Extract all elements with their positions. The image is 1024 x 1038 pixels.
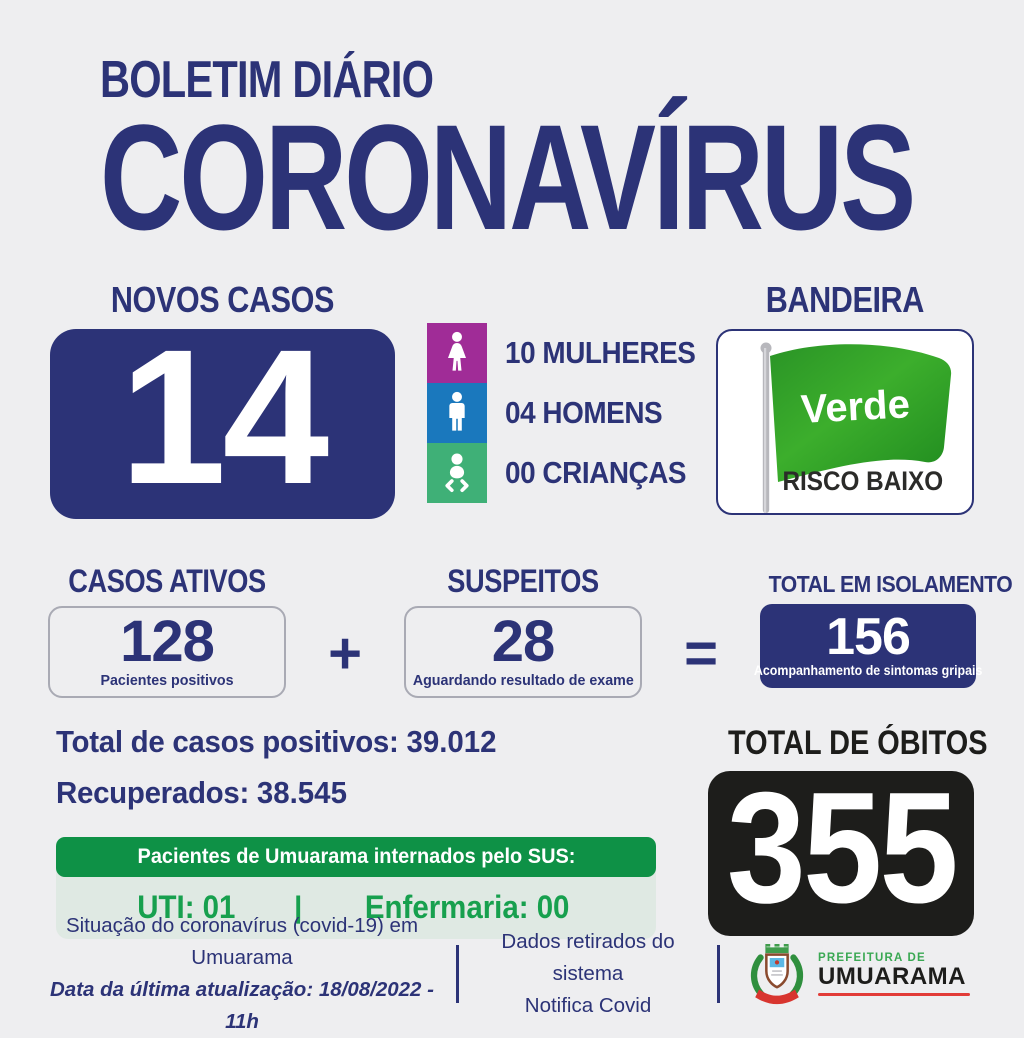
stats-equation-row: CASOS ATIVOS 128 Pacientes positivos + S…: [48, 563, 1013, 698]
active-cases-heading: CASOS ATIVOS: [68, 562, 266, 599]
coat-of-arms-icon: [750, 943, 804, 1005]
flag-text: Verde: [800, 382, 911, 432]
new-cases-section: NOVOS CASOS 14: [50, 279, 395, 519]
total-positive-value: 39.012: [406, 723, 497, 759]
page-title: CORONAVÍRUS: [100, 93, 916, 261]
bulletin-subtitle: BOLETIM DIÁRIO: [100, 51, 434, 109]
active-cases-box: 128 Pacientes positivos: [48, 605, 286, 698]
deaths-value: 355: [726, 760, 958, 936]
women-count-label: 10 MULHERES: [504, 334, 696, 370]
footer-divider-right: [717, 945, 720, 1003]
sus-hospitalized-box: UTI: 01 | Enfermaria: 00 Pacientes de Um…: [56, 836, 656, 939]
baby-icon: [426, 442, 487, 503]
bandeira-section: BANDEIRA Verde RISCO BAIXO: [716, 279, 974, 515]
men-count-label: 04 HOMENS: [504, 394, 663, 430]
list-item-children: 00 CRIANÇAS: [426, 442, 717, 503]
suspect-cases-heading: SUSPEITOS: [447, 562, 599, 599]
total-positive-line: Total de casos positivos: 39.012: [56, 724, 626, 760]
isolation-section: TOTAL EM ISOLAMENTO 156 Acompanhamento d…: [754, 563, 1013, 688]
suspect-cases-box: 28 Aguardando resultado de exame: [404, 605, 642, 698]
bandeira-heading: BANDEIRA: [766, 278, 925, 320]
new-cases-box: 14: [50, 308, 395, 524]
totals-section: Total de casos positivos: 39.012 Recuper…: [56, 724, 656, 939]
footer-source-line2: Notifica Covid: [524, 993, 652, 1017]
isolation-caption: Acompanhamento de sintomas gripais: [753, 663, 983, 678]
man-icon: [426, 382, 487, 443]
active-cases-section: CASOS ATIVOS 128 Pacientes positivos: [48, 563, 286, 698]
deaths-section: TOTAL DE ÓBITOS 355: [708, 723, 988, 936]
uti-count: UTI: 01: [137, 889, 236, 925]
footer-situation: Situação do coronavírus (covid-19) em Um…: [38, 910, 446, 1037]
totals-row: Total de casos positivos: 39.012 Recuper…: [56, 723, 988, 939]
green-flag-icon: Verde: [760, 342, 952, 513]
suspect-cases-section: SUSPEITOS 28 Aguardando resultado de exa…: [404, 563, 642, 698]
deaths-heading: TOTAL DE ÓBITOS: [727, 723, 988, 762]
new-cases-heading: NOVOS CASOS: [110, 278, 335, 320]
total-positive-label: Total de casos positivos:: [56, 723, 407, 759]
enfermaria-count: Enfermaria: 00: [365, 889, 570, 925]
woman-icon: [426, 322, 487, 383]
sus-header-text: Pacientes de Umuarama internados pelo SU…: [137, 844, 575, 868]
deaths-box: 355: [708, 760, 974, 936]
new-cases-value: 14: [119, 308, 330, 524]
flag-box: Verde RISCO BAIXO: [716, 328, 974, 515]
recovered-line: Recuperados: 38.545: [56, 775, 626, 811]
logo-red-underline: [818, 993, 970, 997]
suspect-cases-value: 28: [491, 609, 556, 674]
logo-text-block: PREFEITURA DE UMUARAMA: [818, 951, 970, 997]
risk-level-label: RISCO BAIXO: [782, 465, 944, 496]
sus-divider: |: [293, 890, 303, 924]
list-item-men: 04 HOMENS: [426, 382, 717, 443]
isolation-value: 156: [826, 608, 911, 666]
sus-header: Pacientes de Umuarama internados pelo SU…: [56, 836, 656, 877]
children-count-label: 00 CRIANÇAS: [504, 454, 687, 490]
footer-divider-left: [456, 945, 459, 1003]
equals-sign: =: [684, 620, 718, 686]
logo-prefeitura-label: PREFEITURA DE: [818, 951, 926, 964]
row-new-cases: NOVOS CASOS 14 10 MULHERES 04 HOMENS: [50, 279, 974, 519]
active-cases-value: 128: [120, 609, 215, 674]
isolation-heading: TOTAL EM ISOLAMENTO: [768, 570, 1013, 597]
recovered-value: 38.545: [256, 774, 347, 810]
bulletin-header: BOLETIM DIÁRIO CORONAVÍRUS: [0, 0, 1024, 261]
logo-city-name: UMUARAMA: [818, 962, 966, 990]
isolation-box: 156 Acompanhamento de sintomas gripais: [754, 603, 982, 688]
plus-sign: +: [328, 620, 362, 686]
footer: Situação do coronavírus (covid-19) em Um…: [0, 914, 1024, 1033]
footer-situation-line1: Situação do coronavírus (covid-19) em Um…: [65, 914, 419, 970]
recovered-label: Recuperados:: [56, 774, 257, 810]
footer-source-line1: Dados retirados do sistema: [501, 930, 675, 986]
suspect-cases-caption: Aguardando resultado de exame: [412, 672, 634, 689]
demographics-section: 10 MULHERES 04 HOMENS 00 CRIANÇAS: [426, 322, 717, 503]
footer-data-source: Dados retirados do sistema Notifica Covi…: [469, 926, 707, 1021]
city-hall-logo: PREFEITURA DE UMUARAMA: [746, 941, 986, 1007]
list-item-women: 10 MULHERES: [426, 322, 717, 383]
active-cases-caption: Pacientes positivos: [100, 672, 234, 689]
footer-update-date: Data da última atualização: 18/08/2022 -…: [50, 978, 434, 1033]
